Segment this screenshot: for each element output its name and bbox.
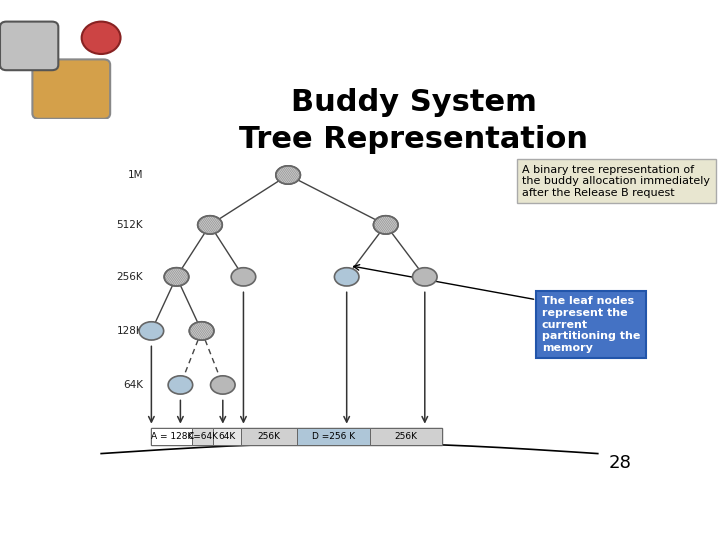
Circle shape [81,22,120,54]
FancyBboxPatch shape [32,59,110,119]
Text: D =256 K: D =256 K [312,432,355,441]
FancyBboxPatch shape [213,428,241,445]
Circle shape [164,268,189,286]
FancyBboxPatch shape [297,428,369,445]
Circle shape [276,166,300,184]
FancyBboxPatch shape [0,22,58,70]
Text: Tree Representation: Tree Representation [239,125,588,154]
FancyBboxPatch shape [151,428,442,445]
FancyBboxPatch shape [192,428,213,445]
Circle shape [413,268,437,286]
FancyBboxPatch shape [369,428,442,445]
Text: 256K: 256K [395,432,418,441]
Text: 28: 28 [608,454,631,472]
Text: 512K: 512K [117,220,143,230]
Circle shape [139,322,163,340]
Text: 64K: 64K [123,380,143,390]
Text: 128K: 128K [117,326,143,336]
Text: Buddy System: Buddy System [291,87,536,117]
Circle shape [231,268,256,286]
Text: The leaf nodes
represent the
current
partitioning the
memory: The leaf nodes represent the current par… [542,296,640,353]
Text: 256K: 256K [117,272,143,282]
Circle shape [198,216,222,234]
Text: A binary tree representation of
the buddy allocation immediately
after the Relea: A binary tree representation of the budd… [523,165,711,198]
Text: 64K: 64K [219,432,236,441]
Text: A = 128K: A = 128K [150,432,193,441]
Circle shape [334,268,359,286]
Circle shape [210,376,235,394]
Circle shape [189,322,214,340]
FancyBboxPatch shape [151,428,192,445]
Text: C=64K: C=64K [187,432,218,441]
FancyBboxPatch shape [241,428,297,445]
Circle shape [168,376,193,394]
Text: 1M: 1M [127,170,143,180]
Circle shape [374,216,398,234]
Text: 256K: 256K [258,432,281,441]
